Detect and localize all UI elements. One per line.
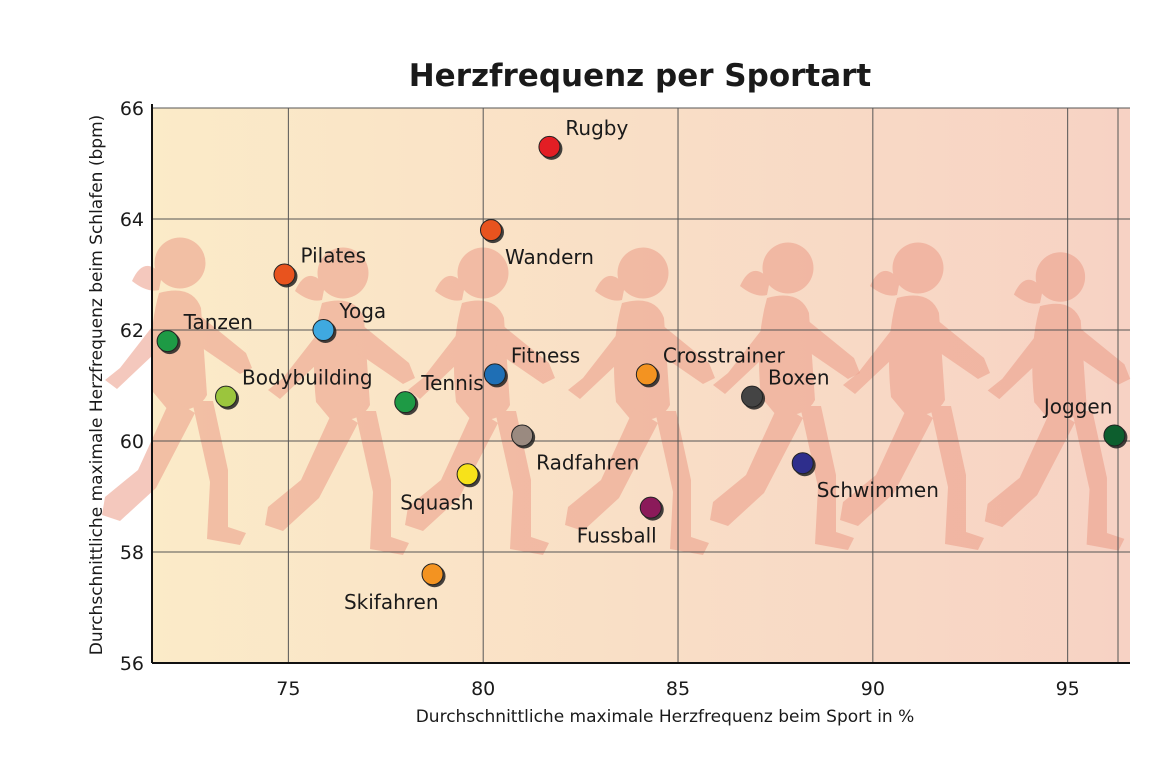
x-tick-label: 90 (861, 678, 885, 700)
label-rugby: Rugby (565, 116, 628, 140)
point-schwimmen (791, 452, 814, 475)
label-fussball: Fussball (577, 524, 657, 548)
label-wandern: Wandern (505, 245, 594, 269)
y-tick-label: 62 (120, 320, 144, 342)
label-bodybuilding: Bodybuilding (242, 366, 373, 390)
x-axis-label: Durchschnittliche maximale Herzfrequenz … (416, 707, 915, 727)
point-joggen (1103, 424, 1126, 447)
point-rugby (538, 135, 561, 158)
point-wandern (479, 219, 502, 242)
label-tennis: Tennis (420, 371, 483, 395)
point-squash (456, 463, 479, 486)
axes (151, 104, 1130, 664)
label-tanzen: Tanzen (183, 310, 253, 334)
label-crosstrainer: Crosstrainer (663, 343, 786, 367)
label-schwimmen: Schwimmen (817, 478, 939, 502)
point-bodybuilding (215, 385, 238, 408)
point-tennis (394, 391, 417, 414)
chart-title: Herzfrequenz per Sportart (409, 58, 872, 94)
x-tick-labels: 75 80 85 90 95 (276, 678, 1079, 700)
x-tick-label: 85 (666, 678, 690, 700)
y-tick-label: 60 (120, 431, 144, 453)
label-joggen: Joggen (1042, 394, 1113, 418)
label-skifahren: Skifahren (344, 590, 439, 614)
point-radfahren (511, 424, 534, 447)
point-tanzen (156, 330, 179, 353)
y-tick-label: 56 (120, 653, 144, 675)
point-pilates (273, 263, 296, 286)
x-tick-label: 95 (1056, 678, 1080, 700)
label-pilates: Pilates (300, 244, 366, 268)
data-points (156, 135, 1128, 588)
point-yoga (312, 319, 335, 341)
y-axis-label: Durchschnittliche maximale Herzfrequenz … (87, 115, 107, 656)
label-squash: Squash (400, 490, 473, 514)
y-tick-label: 58 (120, 542, 144, 564)
point-boxen (741, 385, 764, 408)
label-yoga: Yoga (338, 299, 386, 323)
label-radfahren: Radfahren (536, 450, 639, 474)
point-fussball (639, 496, 662, 519)
label-fitness: Fitness (511, 343, 580, 367)
y-tick-labels: 56 58 60 62 64 66 (120, 98, 144, 675)
x-tick-label: 75 (276, 678, 300, 700)
data-labels: Rugby Wandern Pilates Yoga Tanzen Fitness Cros… (183, 116, 1113, 614)
y-tick-label: 66 (120, 98, 144, 120)
label-boxen: Boxen (768, 366, 830, 390)
x-tick-label: 80 (471, 678, 495, 700)
point-skifahren (421, 563, 444, 586)
y-tick-label: 64 (120, 209, 144, 231)
point-crosstrainer (635, 363, 658, 386)
point-fitness (483, 363, 506, 386)
